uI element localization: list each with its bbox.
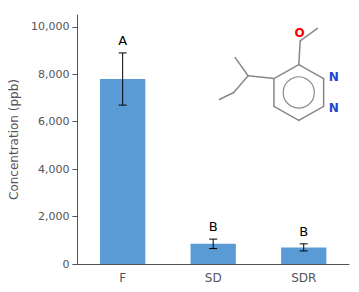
- svg-text:SDR: SDR: [291, 271, 316, 285]
- svg-text:F: F: [119, 271, 126, 285]
- svg-text:N: N: [329, 70, 339, 84]
- svg-text:A: A: [118, 33, 127, 48]
- svg-text:4,000: 4,000: [38, 163, 70, 176]
- svg-text:B: B: [299, 224, 308, 239]
- svg-text:0: 0: [62, 258, 69, 271]
- svg-text:2,000: 2,000: [38, 210, 70, 223]
- svg-text:Concentration (ppb): Concentration (ppb): [7, 79, 21, 200]
- svg-text:6,000: 6,000: [38, 115, 70, 128]
- svg-text:O: O: [294, 26, 304, 40]
- svg-text:8,000: 8,000: [38, 68, 70, 81]
- svg-text:N: N: [329, 101, 339, 115]
- svg-text:SD: SD: [205, 271, 222, 285]
- svg-text:B: B: [209, 219, 218, 234]
- svg-text:10,000: 10,000: [31, 20, 70, 33]
